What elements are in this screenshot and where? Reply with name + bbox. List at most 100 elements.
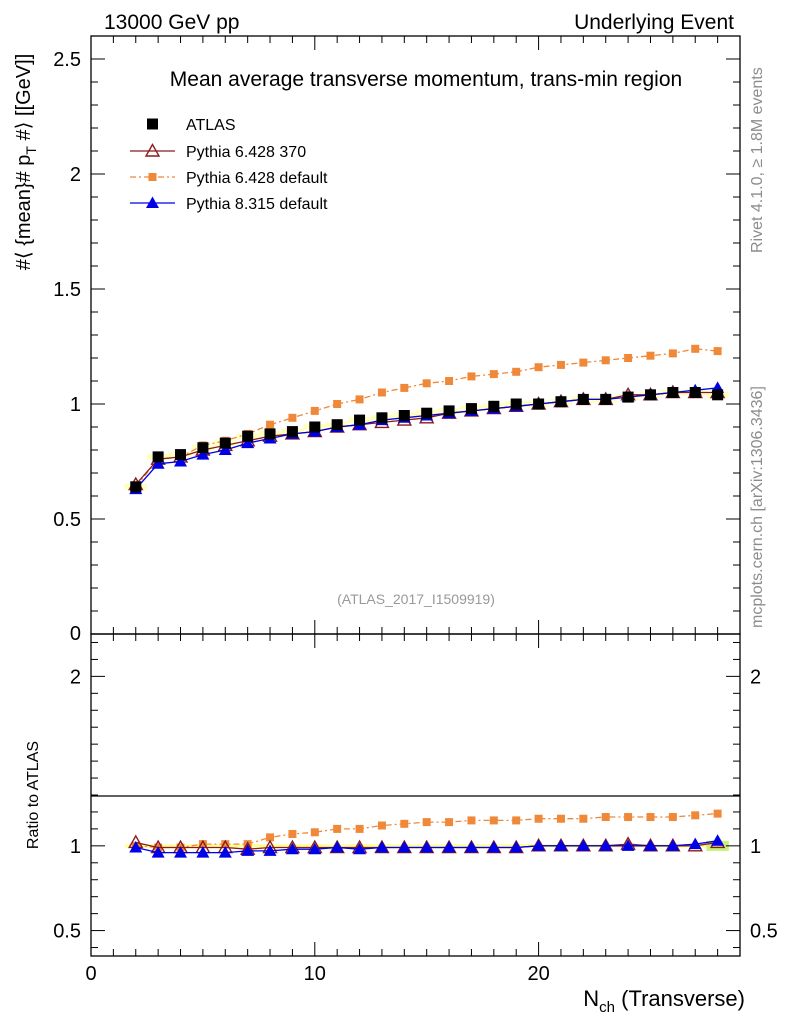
data-point-2 xyxy=(487,841,501,853)
legend-marker-2 xyxy=(148,173,157,181)
x-tick-label: 20 xyxy=(527,963,549,985)
data-point-2 xyxy=(310,406,319,415)
ratio-axis-ticks: 0 10 20 0.5 0.5 1 1 2 2 xyxy=(53,634,778,985)
main-y-axis-label: #⟨ {mean}# pT #⟩ [[GeV]] xyxy=(13,54,39,271)
data-point-2 xyxy=(646,351,655,360)
data-point-2 xyxy=(151,846,165,858)
data-point-2 xyxy=(330,841,344,853)
data-point-2 xyxy=(400,383,409,392)
data-point-3 xyxy=(218,443,232,455)
data-point-0 xyxy=(152,451,164,463)
data-point-0 xyxy=(644,389,656,401)
ratio-series-layer xyxy=(128,809,726,858)
chart-title: Mean average transverse momentum, trans-… xyxy=(170,68,682,91)
data-point-2 xyxy=(397,841,411,853)
data-point-2 xyxy=(576,839,590,851)
main-series-layer xyxy=(128,344,726,495)
legend-label-3: Pythia 8.315 default xyxy=(186,196,328,213)
data-point-0 xyxy=(712,389,724,401)
data-point-1 xyxy=(377,821,386,830)
data-point-0 xyxy=(533,398,545,410)
mcplots-label: mcplots.cern.ch [arXiv:1306.3436] xyxy=(749,386,766,628)
x-axis-label: Nch (Transverse) xyxy=(583,986,745,1016)
data-point-0 xyxy=(264,428,276,440)
ratio-y-tick-label: 2 xyxy=(70,666,81,688)
data-point-0 xyxy=(510,398,522,410)
data-point-2 xyxy=(489,370,498,379)
data-point-0 xyxy=(130,481,142,493)
data-point-0 xyxy=(465,403,477,415)
x-tick-label: 0 xyxy=(85,963,96,985)
ratio-uncertainty-band-last xyxy=(706,840,729,851)
ratio-plot-frame xyxy=(90,633,741,957)
data-point-1 xyxy=(310,828,319,837)
y-tick-label: 1.5 xyxy=(53,279,81,301)
data-point-1 xyxy=(422,818,431,827)
legend: ATLAS Pythia 6.428 370 Pythia 6.428 defaul… xyxy=(130,117,328,213)
ratio-y-tick-label: 0.5 xyxy=(53,921,81,943)
data-point-2 xyxy=(129,841,143,853)
data-point-2 xyxy=(377,388,386,397)
data-point-2 xyxy=(420,841,434,853)
data-point-2 xyxy=(691,344,700,353)
data-point-1 xyxy=(512,816,521,825)
y-tick-label: 0.5 xyxy=(53,509,81,531)
legend-label-0: ATLAS xyxy=(186,117,236,134)
data-point-1 xyxy=(624,813,633,822)
data-point-0 xyxy=(376,412,388,424)
data-point-1 xyxy=(601,813,610,822)
data-point-2 xyxy=(196,846,210,858)
data-point-0 xyxy=(622,391,634,403)
data-point-1 xyxy=(333,824,342,833)
data-point-3 xyxy=(241,436,255,449)
data-point-0 xyxy=(309,421,321,433)
data-point-3 xyxy=(174,455,188,467)
main-reference-band xyxy=(124,389,729,490)
data-point-1 xyxy=(534,814,543,823)
data-point-1 xyxy=(445,818,454,827)
data-point-2 xyxy=(556,360,565,369)
data-point-0 xyxy=(286,426,298,438)
data-point-0 xyxy=(577,393,589,405)
data-point-3 xyxy=(196,448,210,460)
data-point-2 xyxy=(442,841,456,853)
data-point-2 xyxy=(464,841,478,853)
y-tick-label: 1 xyxy=(70,394,81,416)
legend-marker-3 xyxy=(146,196,159,208)
ratio-y-tick-label-right: 0.5 xyxy=(750,921,778,943)
y-tick-label-zero: 0 xyxy=(70,623,81,645)
data-point-1 xyxy=(646,813,655,822)
data-point-1 xyxy=(266,833,275,842)
ratio-panel: 0 10 20 0.5 0.5 1 1 2 2 Ratio to ATLAS Nch (Tran… xyxy=(25,633,778,1016)
data-point-2 xyxy=(218,846,232,858)
analysis-watermark: (ATLAS_2017_I1509919) xyxy=(337,591,495,607)
data-point-1 xyxy=(668,813,677,822)
data-point-2 xyxy=(601,356,610,365)
legend-label-2: Pythia 6.428 default xyxy=(186,170,328,187)
data-point-2 xyxy=(509,841,523,853)
data-point-2 xyxy=(599,839,613,851)
data-point-2 xyxy=(333,400,342,408)
data-point-2 xyxy=(643,839,657,851)
data-point-0 xyxy=(354,414,366,426)
data-point-2 xyxy=(467,372,476,381)
data-point-1 xyxy=(467,816,476,825)
ratio-y-tick-label-right: 1 xyxy=(750,836,761,858)
data-point-1 xyxy=(221,840,230,849)
data-point-2 xyxy=(375,841,389,853)
legend-marker-0 xyxy=(147,118,158,130)
data-point-1 xyxy=(713,809,722,818)
data-point-2 xyxy=(174,846,188,858)
ratio-y-tick-label-right: 2 xyxy=(750,666,761,688)
series-line-2 xyxy=(135,348,718,488)
data-point-0 xyxy=(488,400,500,412)
legend-label-1: Pythia 6.428 370 xyxy=(186,144,306,161)
data-point-2 xyxy=(445,377,454,385)
ratio-y-axis-label: Ratio to ATLAS xyxy=(25,741,42,849)
data-point-2 xyxy=(579,358,588,367)
data-point-2 xyxy=(263,844,277,856)
header-analysis-label: Underlying Event xyxy=(574,11,734,34)
data-point-0 xyxy=(242,430,254,442)
data-point-2 xyxy=(308,842,322,855)
data-point-2 xyxy=(624,354,633,362)
